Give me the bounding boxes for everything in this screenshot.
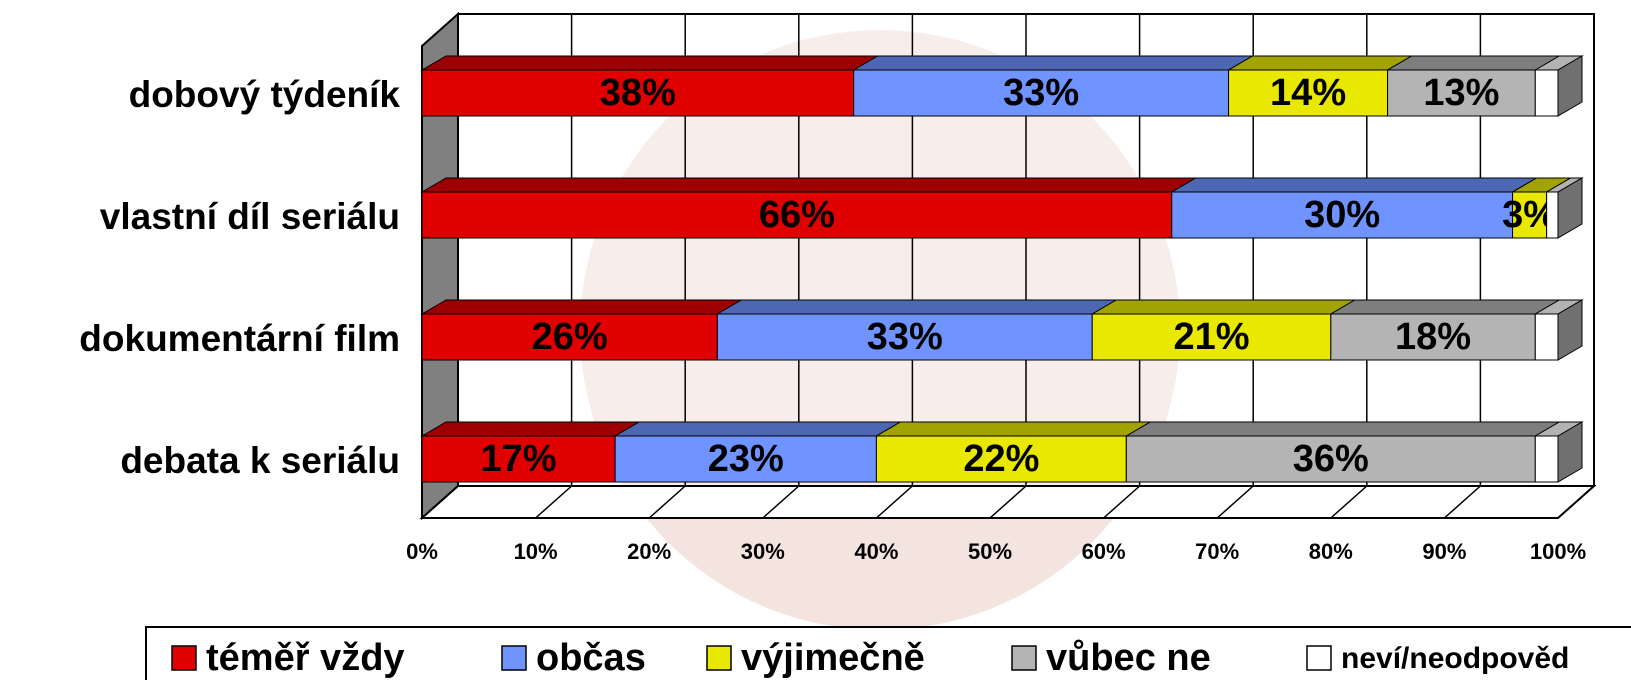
bar-top bbox=[717, 300, 1116, 314]
x-tick-label: 60% bbox=[1082, 539, 1126, 564]
bar-top bbox=[1092, 300, 1355, 314]
y-tick-label: dokumentární film bbox=[79, 318, 400, 359]
chart: 0% 10% 20% 30% 40% 50% 60% 70% 80% 90% 100% dobový … bbox=[0, 0, 1631, 680]
data-label: 66% bbox=[759, 194, 835, 236]
bar-top bbox=[876, 422, 1150, 436]
data-label: 17% bbox=[481, 438, 557, 480]
bar-top bbox=[1331, 300, 1559, 314]
bar-top bbox=[422, 300, 741, 314]
legend-swatch bbox=[1012, 646, 1036, 670]
legend-label: výjimečně bbox=[741, 637, 925, 679]
page: 0% 10% 20% 30% 40% 50% 60% 70% 80% 90% 100% dobový … bbox=[0, 0, 1631, 680]
x-tick-label: 100% bbox=[1530, 539, 1586, 564]
bar-top bbox=[1388, 56, 1560, 70]
data-label: 22% bbox=[963, 438, 1039, 480]
bar-top bbox=[1172, 178, 1537, 192]
bar-top bbox=[615, 422, 900, 436]
x-tick-label: 80% bbox=[1309, 539, 1353, 564]
data-label: 26% bbox=[532, 316, 608, 358]
legend-label: občas bbox=[536, 637, 646, 679]
legend-swatch bbox=[707, 646, 731, 670]
bar-top bbox=[422, 56, 878, 70]
bar-top bbox=[422, 178, 1196, 192]
y-tick-label: debata k seriálu bbox=[120, 440, 400, 481]
bar bbox=[1535, 70, 1558, 116]
x-tick-label: 10% bbox=[514, 539, 558, 564]
bar bbox=[1535, 436, 1558, 482]
x-tick-label: 50% bbox=[968, 539, 1012, 564]
x-tick-label: 40% bbox=[854, 539, 898, 564]
x-tick-label: 30% bbox=[741, 539, 785, 564]
legend-label: neví/neodpověd bbox=[1341, 642, 1569, 675]
data-label: 13% bbox=[1423, 72, 1499, 114]
bar bbox=[1535, 314, 1558, 360]
data-label: 33% bbox=[1003, 72, 1079, 114]
bar bbox=[1547, 192, 1558, 238]
x-tick-label: 70% bbox=[1195, 539, 1239, 564]
legend-swatch bbox=[502, 646, 526, 670]
x-tick-label: 20% bbox=[627, 539, 671, 564]
data-label: 30% bbox=[1304, 194, 1380, 236]
data-label: 38% bbox=[600, 72, 676, 114]
bar-top bbox=[854, 56, 1253, 70]
data-label: 14% bbox=[1270, 72, 1346, 114]
data-label: 23% bbox=[708, 438, 784, 480]
legend-label: vůbec ne bbox=[1046, 637, 1211, 679]
y-tick-label: dobový týdeník bbox=[129, 74, 401, 115]
legend-swatch bbox=[1307, 646, 1331, 670]
data-label: 36% bbox=[1293, 438, 1369, 480]
bar-top bbox=[1229, 56, 1412, 70]
data-label: 33% bbox=[867, 316, 943, 358]
bar-top bbox=[422, 422, 639, 436]
legend-swatch bbox=[172, 646, 196, 670]
data-label: 18% bbox=[1395, 316, 1471, 358]
bar-top bbox=[1126, 422, 1559, 436]
data-label: 21% bbox=[1173, 316, 1249, 358]
legend-label: téměř vždy bbox=[206, 637, 405, 679]
x-tick-label: 0% bbox=[406, 539, 438, 564]
x-tick-label: 90% bbox=[1422, 539, 1466, 564]
y-tick-label: vlastní díl seriálu bbox=[100, 196, 400, 237]
